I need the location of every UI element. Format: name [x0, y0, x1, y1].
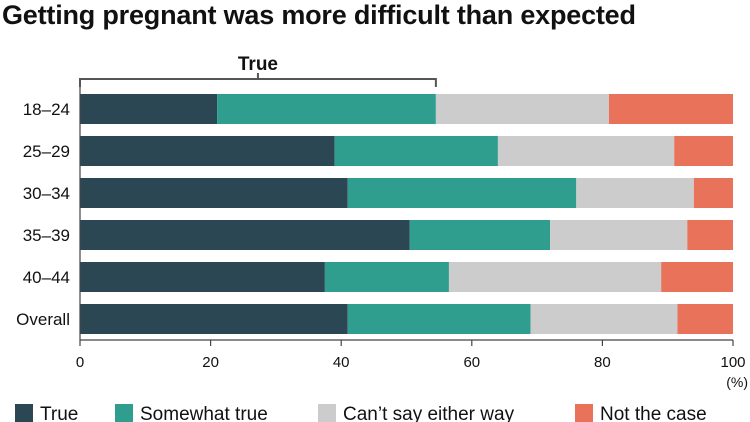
x-tick-label: 20	[202, 354, 219, 371]
bar-segment-not-the-case-2	[693, 178, 733, 208]
bar-segment-true-3	[80, 220, 410, 250]
bar-segment-can-t-say-either-way-0	[435, 94, 609, 124]
legend-swatch-somewhat-true	[115, 404, 133, 422]
x-tick-label: 40	[333, 354, 350, 371]
bar-segment-somewhat-true-2	[347, 178, 577, 208]
bar-segment-not-the-case-0	[608, 94, 733, 124]
bar-segment-not-the-case-3	[687, 220, 733, 250]
bar-segment-can-t-say-either-way-1	[497, 136, 675, 166]
bar-segment-somewhat-true-1	[334, 136, 498, 166]
x-tick-label: 100	[720, 354, 745, 371]
bar-segment-true-4	[80, 262, 325, 292]
y-tick-label: 18–24	[23, 100, 70, 119]
chart-title: Getting pregnant was more difficult than…	[2, 0, 636, 30]
legend-label: True	[40, 404, 78, 422]
bar-segment-true-0	[80, 94, 218, 124]
bar-segment-true-2	[80, 178, 348, 208]
bar-segment-true-1	[80, 136, 335, 166]
y-tick-label: Overall	[16, 310, 70, 329]
bar-segment-can-t-say-either-way-4	[448, 262, 662, 292]
y-tick-label: 30–34	[23, 184, 70, 203]
y-tick-label: 35–39	[23, 226, 70, 245]
bar-segment-somewhat-true-0	[217, 94, 436, 124]
x-tick-label: 80	[594, 354, 611, 371]
bar-segment-not-the-case-4	[661, 262, 733, 292]
y-tick-label: 40–44	[23, 268, 70, 287]
legend-label: Can’t say either way	[343, 404, 515, 422]
x-tick-label: 0	[76, 354, 84, 371]
x-axis-unit: (%)	[726, 374, 748, 390]
bar-segment-somewhat-true-5	[347, 304, 531, 334]
bar-segment-true-5	[80, 304, 348, 334]
true-bracket	[79, 78, 437, 87]
bracket-label: True	[238, 54, 278, 75]
legend-label: Not the case	[600, 404, 707, 422]
legend-label: Somewhat true	[140, 404, 268, 422]
bar-segment-not-the-case-1	[674, 136, 733, 166]
bar-segment-somewhat-true-4	[324, 262, 449, 292]
legend-swatch-can-t-say-either-way	[318, 404, 336, 422]
bar-segment-can-t-say-either-way-5	[530, 304, 678, 334]
bar-segment-can-t-say-either-way-3	[550, 220, 688, 250]
legend-swatch-not-the-case	[575, 404, 593, 422]
bar-segment-not-the-case-5	[677, 304, 733, 334]
legend-swatch-true	[15, 404, 33, 422]
x-tick-label: 60	[463, 354, 480, 371]
bar-segment-can-t-say-either-way-2	[576, 178, 694, 208]
bar-segment-somewhat-true-3	[409, 220, 551, 250]
y-tick-label: 25–29	[23, 142, 70, 161]
